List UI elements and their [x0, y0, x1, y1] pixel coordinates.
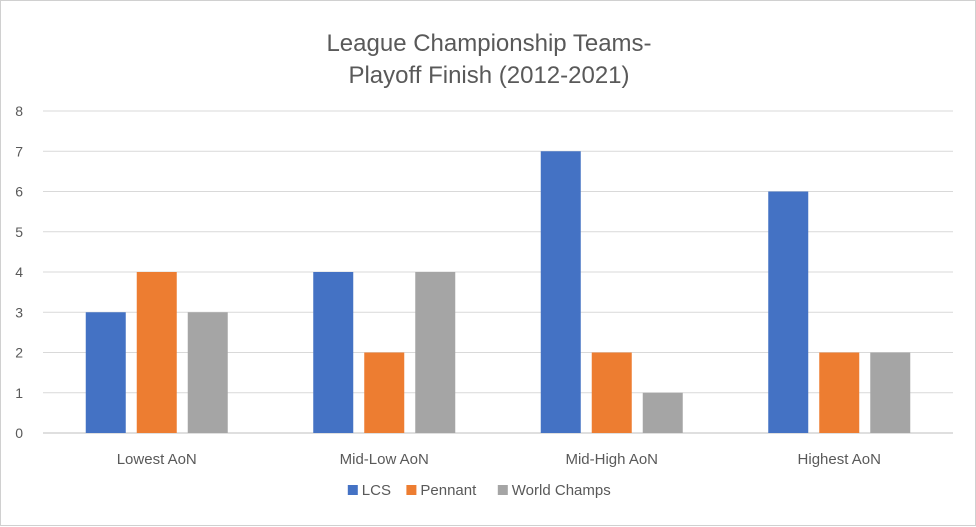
y-tick-label: 1 — [15, 385, 23, 401]
y-tick-label: 2 — [15, 345, 23, 361]
bar-lcs-1 — [313, 272, 354, 433]
bar-pennant-0 — [136, 272, 177, 433]
bars — [85, 151, 911, 433]
bar-lcs-2 — [540, 151, 581, 433]
bar-pennant-1 — [364, 352, 405, 433]
y-tick-label: 3 — [15, 304, 23, 320]
bar-pennant-2 — [591, 352, 632, 433]
bar-world-champs-1 — [415, 272, 456, 433]
bar-pennant-3 — [819, 352, 860, 433]
y-tick-label: 4 — [15, 264, 23, 280]
bar-world-champs-2 — [642, 392, 683, 433]
legend-label: LCS — [362, 482, 391, 499]
x-axis-categories: Lowest AoN Mid-Low AoN Mid-High AoN Highest… — [117, 451, 881, 468]
x-category-label: Mid-Low AoN — [340, 451, 429, 468]
gridlines — [43, 110, 953, 434]
bar-lcs-0 — [85, 312, 126, 433]
legend-swatch-lcs — [347, 485, 358, 495]
chart-title-line-1: League Championship Teams- — [326, 30, 651, 57]
y-tick-label: 7 — [15, 143, 23, 159]
bar-lcs-3 — [768, 191, 809, 433]
y-tick-label: 0 — [15, 425, 23, 441]
y-tick-label: 5 — [15, 224, 23, 240]
bar-world-champs-0 — [187, 312, 228, 433]
x-category-label: Highest AoN — [798, 451, 881, 468]
bar-world-champs-3 — [870, 352, 911, 433]
x-category-label: Mid-High AoN — [565, 451, 658, 468]
legend-label: Pennant — [420, 482, 477, 499]
x-category-label: Lowest AoN — [117, 451, 197, 468]
legend-swatch-world-champs — [497, 485, 508, 495]
y-axis-ticks: 0 1 2 3 4 5 6 7 8 — [15, 103, 23, 441]
chart-title-line-2: Playoff Finish (2012-2021) — [348, 62, 629, 89]
legend-label: World Champs — [512, 482, 611, 499]
y-tick-label: 6 — [15, 184, 23, 200]
legend: LCS Pennant World Champs — [347, 482, 611, 499]
legend-swatch-pennant — [406, 485, 417, 495]
y-tick-label: 8 — [15, 103, 23, 119]
